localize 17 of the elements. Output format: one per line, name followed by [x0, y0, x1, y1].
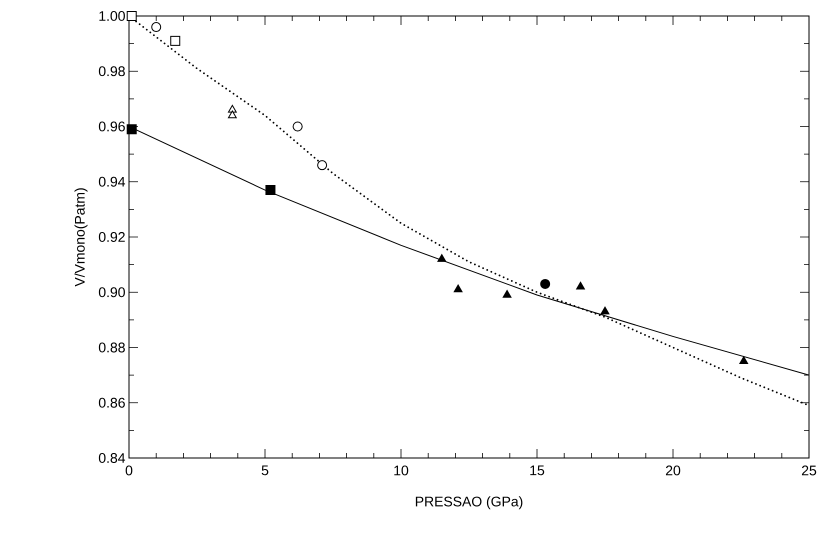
y-axis-title: V/Vmono(Patm): [74, 188, 88, 287]
y-tick-label: 0.90: [98, 287, 125, 298]
x-tick-label: 5: [262, 466, 268, 476]
y-tick-label: 0.94: [98, 176, 126, 187]
x-axis-title: PRESSAO (GPa): [416, 496, 522, 510]
y-tick-label: 0.96: [98, 122, 125, 132]
x-tick-label: 25: [802, 466, 816, 476]
x-tick-label: 10: [394, 466, 408, 476]
x-tick-label: 0: [126, 466, 132, 476]
y-tick-label: 0.86: [98, 398, 125, 408]
y-tick-label: 0.88: [98, 342, 125, 352]
y-tick-label: 0.98: [98, 66, 125, 76]
x-tick-label: 15: [530, 466, 544, 476]
y-tick-label: 0.84: [98, 453, 126, 463]
y-tick-label: 1.00: [99, 11, 125, 21]
x-tick-label: 20: [666, 466, 680, 476]
y-tick-label: 0.92: [98, 232, 125, 242]
